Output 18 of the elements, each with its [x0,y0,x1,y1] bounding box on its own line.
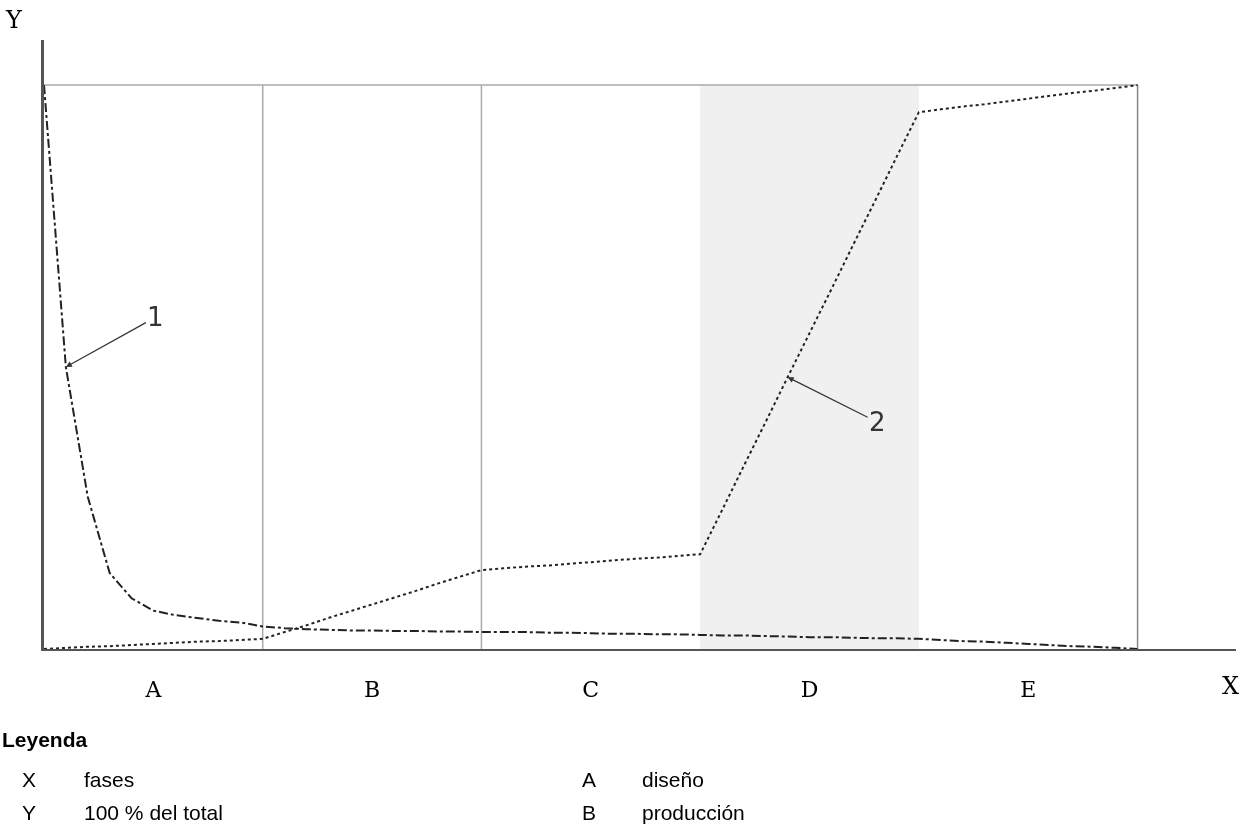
text: producción [642,801,745,824]
x-tick-label: B [363,677,381,703]
x-tick-label: E [1020,677,1037,703]
annotation: 2 [869,407,886,437]
x-tick-label: C [582,677,600,703]
text: fases [84,768,135,791]
text: Leyenda [2,728,88,751]
text: A [582,768,597,791]
text: B [582,801,597,824]
annotation: 1 [147,302,164,332]
text: diseño [642,768,704,791]
text: 100 % del total [84,801,223,824]
text: Y [22,801,37,824]
x-axis-title: X [1222,672,1240,700]
x-tick-label: D [800,677,819,703]
x-tick-label: A [144,677,163,703]
y-axis-title: Y [5,6,23,34]
text: X [22,768,37,791]
